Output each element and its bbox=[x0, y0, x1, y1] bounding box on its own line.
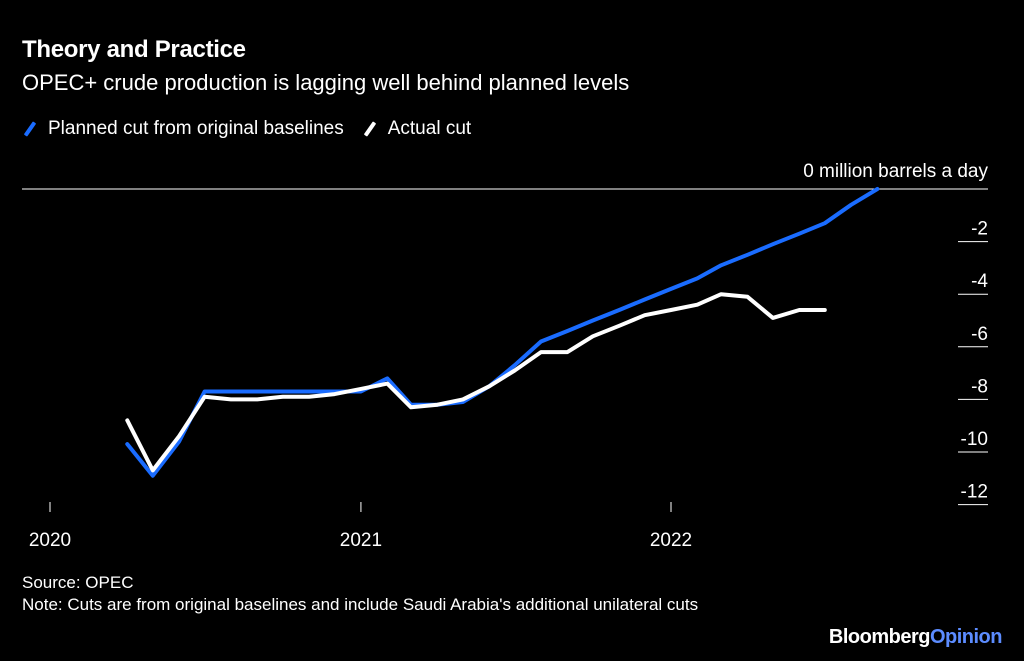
y-unit-label: 0 million barrels a day bbox=[803, 161, 988, 182]
x-tick-label: 2022 bbox=[650, 530, 692, 551]
x-tick-label: 2020 bbox=[29, 530, 71, 551]
footer: Source: OPEC Note: Cuts are from origina… bbox=[22, 572, 742, 616]
series-line-planned bbox=[125, 187, 880, 478]
legend-item-planned: Planned cut from original baselines bbox=[22, 118, 344, 140]
legend-item-actual: Actual cut bbox=[362, 118, 471, 140]
y-tick-label: -8 bbox=[971, 376, 988, 397]
y-tick-label: -10 bbox=[961, 429, 988, 450]
x-tick-label: 2021 bbox=[340, 530, 382, 551]
source-note: Source: OPEC bbox=[22, 573, 134, 592]
y-tick-label: -12 bbox=[961, 482, 988, 503]
axes-layer: 0 million barrels a day -2 -4 -6 -8 -10 -12 202… bbox=[22, 161, 988, 551]
bloomberg-opinion-logo: BloombergOpinion bbox=[828, 626, 1003, 648]
y-tick-label: -6 bbox=[971, 324, 988, 345]
chart-subtitle: OPEC+ crude production is lagging well b… bbox=[22, 70, 630, 95]
footnote: Note: Cuts are from original baselines a… bbox=[22, 595, 699, 614]
legend-label-planned: Planned cut from original baselines bbox=[48, 118, 344, 139]
legend: Planned cut from original baselines Actu… bbox=[22, 118, 489, 140]
series-line-actual bbox=[125, 292, 827, 473]
series-layer bbox=[125, 187, 880, 478]
y-tick-label: -4 bbox=[971, 271, 988, 292]
legend-label-actual: Actual cut bbox=[387, 118, 472, 139]
chart-title: Theory and Practice bbox=[22, 36, 246, 63]
y-tick-label: -2 bbox=[971, 219, 988, 240]
